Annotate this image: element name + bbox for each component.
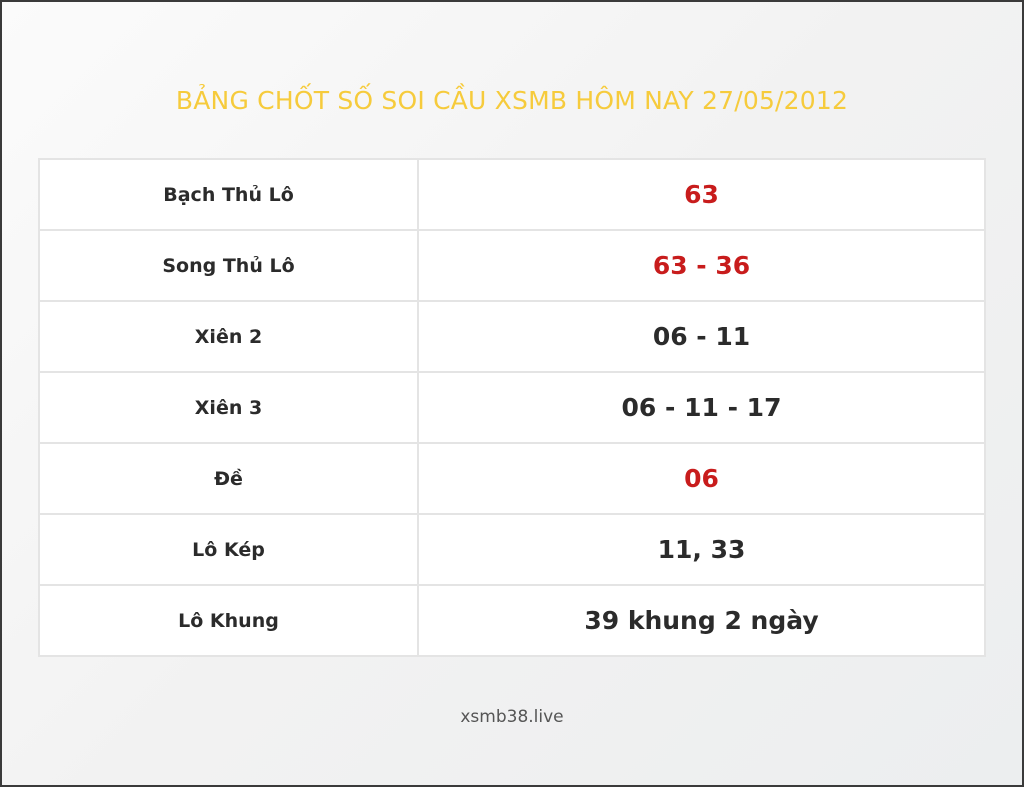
table-row: Song Thủ Lô 63 - 36 (38, 229, 986, 302)
table-row: Lô Khung 39 khung 2 ngày (38, 584, 986, 657)
row-label: Đề (38, 442, 419, 515)
row-value: 63 - 36 (417, 229, 986, 302)
row-label: Song Thủ Lô (38, 229, 419, 302)
row-value: 06 - 11 (417, 300, 986, 373)
table-row: Đề 06 (38, 442, 986, 515)
row-label: Lô Kép (38, 513, 419, 586)
table-row: Lô Kép 11, 33 (38, 513, 986, 586)
row-value: 06 - 11 - 17 (417, 371, 986, 444)
row-value: 11, 33 (417, 513, 986, 586)
row-value: 39 khung 2 ngày (417, 584, 986, 657)
table-row: Xiên 3 06 - 11 - 17 (38, 371, 986, 444)
row-label: Xiên 3 (38, 371, 419, 444)
row-value: 06 (417, 442, 986, 515)
row-label: Bạch Thủ Lô (38, 158, 419, 231)
table-row: Xiên 2 06 - 11 (38, 300, 986, 373)
site-footer: xsmb38.live (460, 707, 564, 727)
table-row: Bạch Thủ Lô 63 (38, 158, 986, 231)
row-value: 63 (417, 158, 986, 231)
row-label: Lô Khung (38, 584, 419, 657)
page-title: BẢNG CHỐT SỐ SOI CẦU XSMB HÔM NAY 27/05/… (175, 86, 849, 115)
row-label: Xiên 2 (38, 300, 419, 373)
